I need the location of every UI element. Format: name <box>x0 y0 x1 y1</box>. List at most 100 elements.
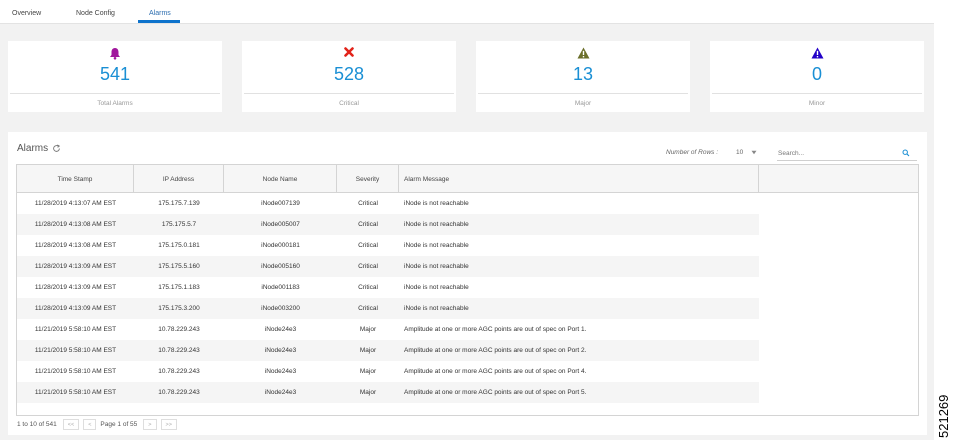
table-row[interactable]: 11/21/2019 5:58:10 AM EST 10.78.229.243 iN… <box>17 361 759 382</box>
table-row[interactable]: 11/21/2019 5:58:10 AM EST 10.78.229.243 iN… <box>17 319 759 340</box>
figure-number: 521269 <box>936 394 951 438</box>
total-alarms-label: Total Alarms <box>97 100 133 107</box>
main-content: 541 Total Alarms 528 Critical 13 Major <box>0 24 934 440</box>
cell-severity: Critical <box>358 284 378 291</box>
cell-ip-address: 175.175.3.200 <box>158 305 200 312</box>
alarms-panel: Alarms Number of Rows : 10 Time Stamp IP… <box>8 132 927 435</box>
search-input[interactable] <box>778 148 893 158</box>
cell-node-name: iNode24e3 <box>264 368 297 375</box>
cell-ip-address: 10.78.229.243 <box>158 368 200 375</box>
last-page-button[interactable]: >> <box>160 419 177 430</box>
cell-node-name: iNode001183 <box>261 284 300 291</box>
first-page-button[interactable]: << <box>62 419 80 430</box>
major-card: 13 Major <box>476 41 690 112</box>
cell-severity: Major <box>359 368 377 375</box>
cell-alarm-message: Amplitude at one or more AGC points are … <box>404 326 587 333</box>
cell-node-name: iNode000181 <box>261 242 300 249</box>
cell-severity: Critical <box>358 221 378 228</box>
bell-icon <box>110 48 120 60</box>
cell-node-name: iNode007139 <box>261 200 300 207</box>
cell-ip-address: 10.78.229.243 <box>158 326 200 333</box>
cell-alarm-message: iNode is not reachable <box>404 263 469 270</box>
cell-time-stamp: 11/21/2019 5:58:10 AM EST <box>34 326 117 333</box>
next-page-button[interactable]: > <box>143 419 157 430</box>
cell-severity: Critical <box>358 263 378 270</box>
tab-node-config[interactable]: Node Config <box>76 10 115 17</box>
column-header-ip-address[interactable]: IP Address <box>134 165 224 193</box>
minor-label: Minor <box>808 100 826 107</box>
cell-node-name: iNode24e3 <box>264 389 297 396</box>
cell-time-stamp: 11/28/2019 4:13:07 AM EST <box>34 200 117 207</box>
cell-severity: Major <box>359 326 377 333</box>
search-icon[interactable] <box>902 149 910 157</box>
cell-time-stamp: 11/21/2019 5:58:10 AM EST <box>34 389 117 396</box>
total-alarms-card: 541 Total Alarms <box>8 41 222 112</box>
rows-per-page-label: Number of Rows : <box>666 149 719 156</box>
card-divider <box>244 93 454 94</box>
cell-time-stamp: 11/28/2019 4:13:08 AM EST <box>34 242 117 249</box>
table-row[interactable]: 11/28/2019 4:13:09 AM EST 175.175.5.160 iN… <box>17 256 759 277</box>
cell-alarm-message: iNode is not reachable <box>404 200 469 207</box>
column-header-empty <box>759 165 918 193</box>
cell-alarm-message: Amplitude at one or more AGC points are … <box>404 389 587 396</box>
minor-card: 0 Minor <box>710 41 924 112</box>
tab-overview[interactable]: Overview <box>12 10 42 17</box>
previous-page-button[interactable]: < <box>83 419 97 430</box>
cell-node-name: iNode005007 <box>261 221 300 228</box>
column-header-alarm-message[interactable]: Alarm Message <box>399 165 759 193</box>
table-header: Time Stamp IP Address Node Name Severity… <box>17 165 918 193</box>
cell-ip-address: 175.175.5.7 <box>161 221 197 228</box>
table-row[interactable]: 11/21/2019 5:58:10 AM EST 10.78.229.243 iN… <box>17 382 759 403</box>
pagination: 1 to 10 of 541 << < Page 1 of 55 > >> <box>17 419 177 430</box>
cell-severity: Critical <box>358 200 378 207</box>
major-label: Major <box>574 100 592 107</box>
cell-ip-address: 175.175.1.183 <box>158 284 200 291</box>
cell-severity: Critical <box>358 242 378 249</box>
table-row[interactable]: 11/28/2019 4:13:09 AM EST 175.175.1.183 iN… <box>17 277 759 298</box>
card-divider <box>10 93 220 94</box>
cell-alarm-message: Amplitude at one or more AGC points are … <box>404 347 587 354</box>
cell-node-name: iNode24e3 <box>264 326 297 333</box>
cell-ip-address: 10.78.229.243 <box>158 389 200 396</box>
card-divider <box>712 93 922 94</box>
tab-alarms[interactable]: Alarms <box>149 10 171 17</box>
alarms-table: Time Stamp IP Address Node Name Severity… <box>16 164 919 416</box>
cell-time-stamp: 11/21/2019 5:58:10 AM EST <box>34 368 117 375</box>
cell-node-name: iNode003200 <box>261 305 300 312</box>
table-row[interactable]: 11/28/2019 4:13:07 AM EST 175.175.7.139 iN… <box>17 193 759 214</box>
critical-count: 528 <box>333 64 365 84</box>
table-row[interactable]: 11/28/2019 4:13:09 AM EST 175.175.3.200 iN… <box>17 298 759 319</box>
cell-severity: Major <box>359 347 377 354</box>
column-header-node-name[interactable]: Node Name <box>224 165 337 193</box>
table-row[interactable]: 11/28/2019 4:13:08 AM EST 175.175.0.181 iN… <box>17 235 759 256</box>
cell-time-stamp: 11/28/2019 4:13:09 AM EST <box>34 284 117 291</box>
search-box <box>777 145 917 161</box>
rows-per-page-select[interactable]: 10 <box>736 149 744 156</box>
cell-node-name: iNode005160 <box>261 263 300 270</box>
cell-ip-address: 175.175.5.160 <box>158 263 200 270</box>
chevron-down-icon[interactable] <box>751 150 757 155</box>
cell-alarm-message: iNode is not reachable <box>404 221 469 228</box>
table-row[interactable]: 11/21/2019 5:58:10 AM EST 10.78.229.243 iN… <box>17 340 759 361</box>
total-alarms-count: 541 <box>99 64 131 84</box>
warning-triangle-icon <box>811 47 823 59</box>
major-count: 13 <box>572 64 594 84</box>
column-header-severity[interactable]: Severity <box>337 165 399 193</box>
alarms-panel-title: Alarms <box>17 143 49 154</box>
cell-severity: Major <box>359 389 377 396</box>
cell-ip-address: 175.175.7.139 <box>158 200 200 207</box>
cell-time-stamp: 11/28/2019 4:13:09 AM EST <box>34 263 117 270</box>
pagination-range: 1 to 10 of 541 <box>17 421 57 428</box>
warning-triangle-icon <box>577 47 589 59</box>
cell-node-name: iNode24e3 <box>264 347 297 354</box>
cell-alarm-message: iNode is not reachable <box>404 242 469 249</box>
cell-time-stamp: 11/28/2019 4:13:09 AM EST <box>34 305 117 312</box>
refresh-icon[interactable] <box>52 144 61 153</box>
cell-alarm-message: iNode is not reachable <box>404 284 469 291</box>
cell-ip-address: 10.78.229.243 <box>158 347 200 354</box>
critical-label: Critical <box>339 100 359 107</box>
card-divider <box>478 93 688 94</box>
cell-time-stamp: 11/21/2019 5:58:10 AM EST <box>34 347 117 354</box>
column-header-time-stamp[interactable]: Time Stamp <box>17 165 134 193</box>
table-row[interactable]: 11/28/2019 4:13:08 AM EST 175.175.5.7 iNod… <box>17 214 759 235</box>
